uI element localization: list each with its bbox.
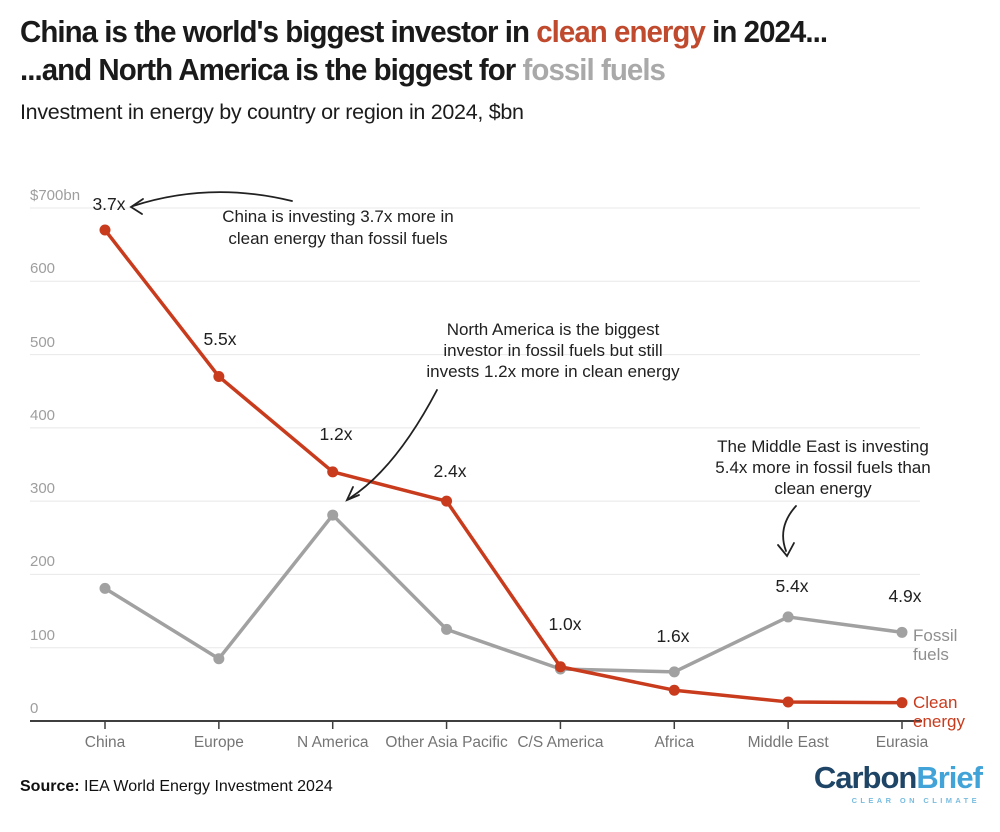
y-axis-tick-500: 500 bbox=[30, 333, 56, 351]
ratio-label-5: 1.6x bbox=[656, 626, 690, 646]
y-axis-tick-600: 600 bbox=[30, 260, 56, 278]
headline-accent-fossil-fuels: fossil fuels bbox=[522, 52, 666, 87]
source-label: Source: bbox=[20, 778, 80, 795]
data-point-fossil-fuels-1 bbox=[213, 653, 225, 665]
data-point-clean-energy-6 bbox=[782, 696, 794, 708]
headline-line-2: ...and North America is the biggest for … bbox=[20, 51, 827, 89]
ratio-label-3: 2.4x bbox=[433, 461, 467, 481]
series-line-fossil-fuels bbox=[104, 513, 903, 674]
legend-fossil-fuels: Fossil fuels bbox=[913, 626, 958, 664]
data-point-fossil-fuels-6 bbox=[782, 611, 794, 623]
annotation-arrow-namerica bbox=[349, 389, 438, 499]
annotation-arrow-china bbox=[132, 191, 293, 207]
data-point-fossil-fuels-5 bbox=[668, 666, 680, 678]
x-axis-label-2: N America bbox=[296, 734, 369, 751]
data-point-clean-energy-5 bbox=[668, 684, 680, 696]
y-axis-tick-300: 300 bbox=[30, 480, 56, 498]
annotation-arrowhead-china bbox=[129, 198, 144, 215]
y-axis-tick-0: 0 bbox=[30, 700, 39, 717]
ratio-label-1: 5.5x bbox=[203, 329, 237, 349]
logo-tagline: CLEAR ON CLIMATE bbox=[851, 796, 980, 805]
y-axis-tick-100: 100 bbox=[30, 626, 56, 644]
headline-text: China is the world's biggest investor in bbox=[20, 14, 537, 49]
annotation-china: China is investing 3.7x more in clean en… bbox=[222, 207, 454, 248]
x-axis-label-4: C/S America bbox=[517, 734, 604, 751]
data-series-layer bbox=[99, 224, 908, 709]
y-axis-tick-700: $700bn bbox=[30, 187, 81, 204]
legend-clean-energy: Clean energy bbox=[913, 693, 965, 731]
ratio-label-0: 3.7x bbox=[92, 194, 126, 214]
data-point-fossil-fuels-7 bbox=[896, 626, 908, 638]
chart-subtitle: Investment in energy by country or regio… bbox=[20, 100, 524, 124]
x-axis-label-0: China bbox=[84, 734, 126, 751]
data-point-clean-energy-7 bbox=[896, 697, 908, 709]
x-axis-label-5: Africa bbox=[654, 734, 695, 751]
data-point-fossil-fuels-0 bbox=[99, 582, 111, 594]
headline-text-suffix: in 2024... bbox=[704, 14, 828, 49]
headline-line-1: China is the world's biggest investor in… bbox=[20, 13, 828, 51]
ratio-label-6: 5.4x bbox=[775, 576, 809, 596]
x-axis-label-6: Middle East bbox=[747, 734, 829, 751]
x-axis-label-1: Europe bbox=[193, 734, 244, 751]
source-note: Source: IEA World Energy Investment 2024 bbox=[20, 778, 333, 796]
x-axis-layer bbox=[30, 720, 922, 729]
data-point-clean-energy-3 bbox=[441, 495, 453, 507]
x-axis-label-3: Other Asia Pacific bbox=[385, 734, 508, 751]
data-point-fossil-fuels-3 bbox=[441, 623, 453, 635]
annotation-arrowhead-namerica bbox=[345, 486, 360, 502]
headline: China is the world's biggest investor in… bbox=[20, 13, 828, 89]
annotation-middle-east: The Middle East is investing 5.4x more i… bbox=[715, 437, 931, 498]
y-axis-tick-200: 200 bbox=[30, 553, 56, 571]
headline-text-2: ...and North America is the biggest for bbox=[20, 52, 523, 87]
ratio-label-4: 1.0x bbox=[548, 614, 582, 634]
ratio-label-7: 4.9x bbox=[888, 586, 922, 606]
annotation-arrowhead-middleeast bbox=[777, 542, 795, 558]
logo-carbon: Carbon bbox=[813, 760, 917, 795]
logo-brief: Brief bbox=[916, 760, 983, 795]
data-point-fossil-fuels-2 bbox=[327, 509, 339, 521]
annotation-arrows-layer bbox=[129, 191, 797, 558]
data-point-clean-energy-4 bbox=[554, 661, 566, 673]
data-point-clean-energy-0 bbox=[99, 224, 111, 236]
series-line-clean-energy bbox=[103, 228, 903, 705]
annotation-arrow-middleeast bbox=[782, 505, 797, 552]
y-axis-tick-400: 400 bbox=[30, 406, 56, 424]
data-point-clean-energy-1 bbox=[213, 371, 225, 383]
source-text: IEA World Energy Investment 2024 bbox=[79, 778, 333, 795]
carbonbrief-logo: CarbonBrief CLEAR ON CLIMATE bbox=[813, 760, 983, 806]
x-axis-label-7: Eurasia bbox=[875, 734, 929, 751]
ratio-label-2: 1.2x bbox=[319, 424, 353, 444]
gridlines-layer bbox=[30, 207, 920, 649]
headline-accent-clean-energy: clean energy bbox=[536, 14, 706, 49]
annotation-north-america: North America is the biggest investor in… bbox=[426, 320, 680, 381]
logo-wordmark: CarbonBrief bbox=[813, 760, 983, 795]
data-point-clean-energy-2 bbox=[327, 466, 339, 478]
